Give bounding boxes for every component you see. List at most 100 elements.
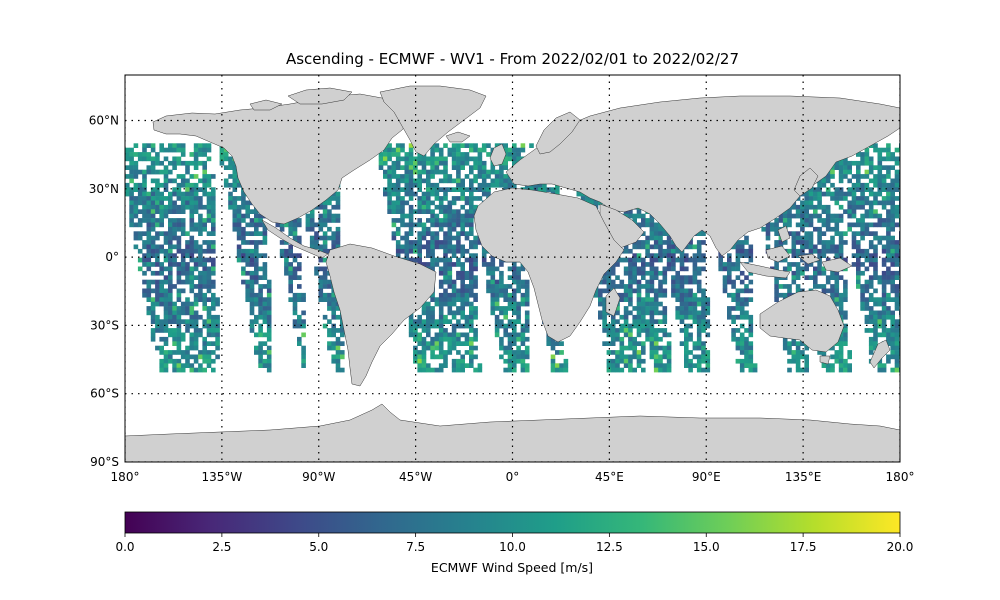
- wind-cell: [211, 358, 216, 364]
- wind-cell: [881, 323, 887, 329]
- wind-cell: [851, 209, 857, 214]
- wind-cell: [172, 218, 177, 223]
- wind-cell: [679, 279, 685, 285]
- wind-cell: [262, 363, 268, 368]
- wind-cell: [292, 257, 298, 263]
- wind-cell: [309, 222, 315, 228]
- wind-cell: [176, 270, 182, 276]
- wind-cell: [447, 248, 453, 254]
- wind-cell: [800, 235, 805, 241]
- wind-cell: [335, 196, 341, 201]
- wind-cell: [460, 152, 465, 157]
- wind-cell: [778, 284, 784, 289]
- wind-cell: [189, 209, 195, 214]
- wind-cell: [795, 240, 801, 245]
- wind-cell: [202, 301, 207, 307]
- wind-cell: [400, 218, 405, 223]
- wind-cell: [460, 222, 465, 228]
- wind-cell: [254, 297, 259, 302]
- wind-cell: [894, 345, 900, 351]
- wind-cell: [602, 314, 607, 320]
- wind-cell: [791, 279, 797, 285]
- wind-cell: [739, 244, 745, 250]
- wind-cell: [641, 314, 646, 320]
- wind-cell: [456, 297, 461, 302]
- wind-cell: [223, 182, 229, 188]
- wind-cell: [860, 222, 865, 228]
- wind-cell: [701, 297, 706, 302]
- wind-cell: [890, 323, 895, 329]
- wind-cell: [679, 275, 685, 280]
- wind-cell: [279, 226, 285, 232]
- wind-cell: [520, 301, 526, 307]
- wind-cell: [473, 314, 478, 320]
- wind-cell: [434, 213, 440, 219]
- wind-cell: [430, 169, 435, 175]
- wind-cell: [838, 275, 844, 280]
- wind-cell: [890, 284, 895, 289]
- wind-cell: [426, 314, 431, 320]
- wind-cell: [443, 187, 448, 192]
- wind-cell: [447, 244, 453, 250]
- wind-cell: [232, 178, 238, 184]
- wind-cell: [744, 354, 749, 360]
- wind-cell: [744, 275, 749, 280]
- wind-cell: [735, 253, 741, 258]
- wind-cell: [129, 209, 134, 214]
- wind-cell: [266, 328, 272, 333]
- wind-cell: [232, 182, 238, 188]
- wind-cell: [524, 284, 530, 289]
- wind-cell: [890, 200, 895, 206]
- wind-cell: [262, 266, 268, 272]
- wind-cell: [481, 187, 487, 192]
- wind-cell: [512, 182, 517, 188]
- wind-cell: [469, 363, 474, 368]
- wind-cell: [189, 174, 195, 179]
- wind-cell: [778, 213, 784, 219]
- wind-cell: [731, 266, 736, 272]
- wind-cell: [331, 196, 336, 201]
- wind-cell: [881, 275, 887, 280]
- wind-cell: [236, 231, 242, 236]
- wind-cell: [150, 235, 156, 241]
- wind-cell: [443, 328, 448, 333]
- wind-cell: [142, 191, 147, 197]
- wind-cell: [163, 328, 169, 333]
- wind-cell: [735, 358, 741, 364]
- wind-cell: [615, 319, 620, 324]
- wind-cell: [331, 345, 336, 351]
- wind-cell: [782, 336, 788, 342]
- wind-cell: [172, 209, 177, 214]
- wind-cell: [421, 191, 427, 197]
- wind-cell: [684, 301, 689, 307]
- wind-cell: [168, 147, 173, 153]
- wind-cell: [546, 336, 551, 342]
- wind-cell: [202, 222, 207, 228]
- wind-cell: [787, 213, 792, 219]
- wind-cell: [292, 231, 298, 236]
- wind-cell: [881, 279, 887, 285]
- wind-cell: [765, 231, 771, 236]
- wind-cell: [460, 213, 465, 219]
- wind-cell: [426, 174, 431, 179]
- wind-cell: [705, 367, 711, 373]
- wind-cell: [172, 187, 177, 192]
- wind-cell: [808, 204, 814, 210]
- wind-cell: [847, 204, 852, 210]
- wind-cell: [653, 244, 659, 250]
- wind-cell: [692, 266, 698, 272]
- wind-cell: [189, 240, 195, 245]
- wind-cell: [653, 257, 659, 263]
- wind-cell: [748, 363, 754, 368]
- wind-cell: [598, 200, 603, 206]
- wind-cell: [417, 174, 422, 179]
- wind-cell: [464, 174, 470, 179]
- wind-cell: [142, 209, 147, 214]
- wind-cell: [447, 147, 453, 153]
- wind-cell: [628, 257, 633, 263]
- wind-cell: [649, 328, 655, 333]
- wind-cell: [163, 196, 169, 201]
- wind-cell: [206, 200, 212, 206]
- wind-cell: [739, 350, 745, 355]
- wind-cell: [503, 350, 508, 355]
